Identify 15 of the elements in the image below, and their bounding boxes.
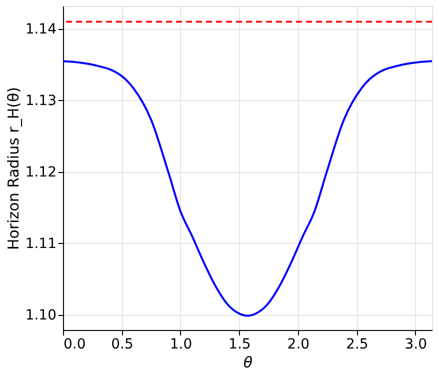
- x-tick-label: 1.0: [170, 336, 192, 352]
- x-tick-label: 0.5: [111, 336, 134, 352]
- x-tick-label: 3.0: [404, 336, 427, 352]
- y-tick-label: 1.14: [25, 21, 57, 38]
- y-tick-label: 1.12: [25, 164, 56, 180]
- line-series: [63, 60, 432, 317]
- y-tick-label: 1.10: [25, 307, 56, 324]
- x-axis-title: θ: [243, 354, 253, 372]
- x-tick-label: 1.5: [228, 336, 251, 352]
- y-tick-label: 1.11: [25, 236, 56, 252]
- x-tick-label: 0.0: [64, 336, 86, 352]
- y-tick-label: 1.13: [25, 92, 56, 109]
- y-axis-title: Horizon Radius r_H(θ): [4, 86, 22, 250]
- x-tick-label: 2.0: [287, 336, 310, 352]
- x-tick-label: 2.5: [346, 336, 368, 352]
